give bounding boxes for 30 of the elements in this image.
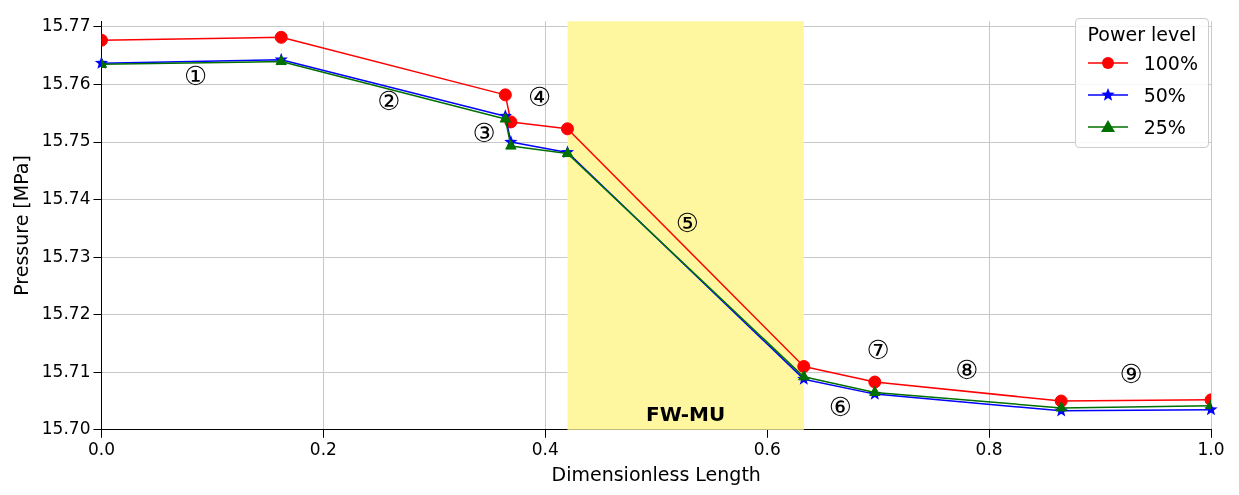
y-axis-title: Pressure [MPa] [10,155,33,296]
y-tick-label: 15.75 [41,130,91,151]
annotation: ⑤ [675,208,699,239]
band-label: FW-MU [646,402,726,426]
y-tick-label: 15.70 [41,418,91,439]
annotation: ② [377,85,401,116]
annotation: ⑨ [1119,359,1143,390]
x-tick-label: 0.8 [975,439,1003,460]
y-tick-label: 15.72 [41,303,91,324]
x-tick-label: 0.0 [87,439,115,460]
x-tick-label: 0.4 [531,439,559,460]
annotation: ⑧ [955,355,979,386]
y-tick-label: 15.73 [41,245,91,266]
legend-label: 25% [1143,116,1186,138]
annotation: ⑥ [828,392,853,423]
y-tick-label: 15.71 [41,360,91,381]
y-tick-label: 15.74 [41,188,91,209]
annotation: ① [184,61,208,92]
x-tick-label: 1.0 [1197,439,1225,460]
annotation: ③ [472,118,496,149]
x-axis-title: Dimensionless Length [551,462,761,485]
y-tick-label: 15.77 [41,15,91,36]
legend-title: Power level [1086,23,1198,45]
y-tick-label: 15.76 [41,72,91,93]
legend-label: 50% [1143,84,1186,106]
x-tick-label: 0.6 [753,439,781,460]
legend-label: 100% [1143,52,1198,74]
x-tick-label: 0.2 [309,439,337,460]
annotation: ⑦ [866,334,890,365]
annotation: ④ [528,81,552,112]
